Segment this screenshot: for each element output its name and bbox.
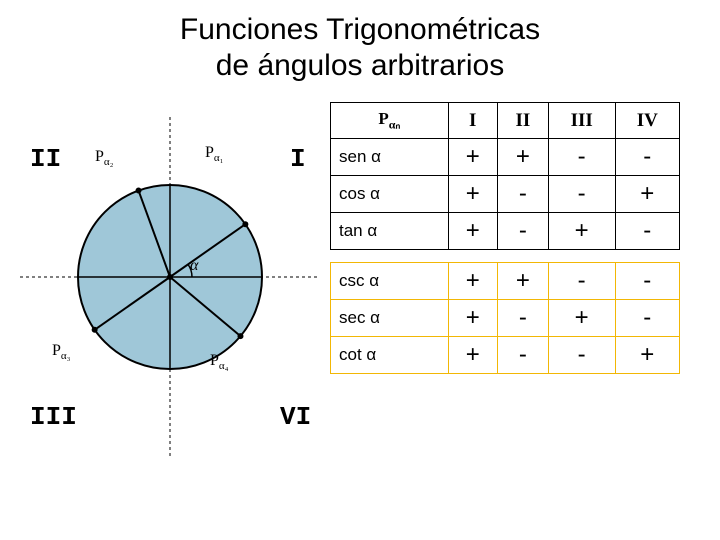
sign-cell: - xyxy=(615,213,679,250)
table-header-row: Pαₙ IIIIIIIV xyxy=(331,103,680,139)
p3-sub: α₃ xyxy=(61,350,71,362)
point-label-p2: Pα₂ xyxy=(95,148,114,168)
sign-cell: - xyxy=(497,176,548,213)
sign-cell: + xyxy=(615,176,679,213)
col-header: III xyxy=(548,103,615,139)
sign-cell: + xyxy=(497,139,548,176)
p2-sub: α₂ xyxy=(104,156,114,168)
sign-cell: + xyxy=(548,213,615,250)
sign-cell: + xyxy=(497,263,548,300)
quadrant-label-iii: III xyxy=(30,402,77,432)
col-header: I xyxy=(448,103,497,139)
sign-cell: - xyxy=(548,176,615,213)
sign-cell: - xyxy=(548,337,615,374)
table-row: sen α++-- xyxy=(331,139,680,176)
point-label-p4: Pα₄ xyxy=(210,352,229,372)
sign-cell: + xyxy=(448,263,497,300)
sign-cell: - xyxy=(497,300,548,337)
table-row: cot α+--+ xyxy=(331,337,680,374)
point-label-p3: Pα₃ xyxy=(52,342,71,362)
sign-cell: - xyxy=(497,337,548,374)
row-label: tan α xyxy=(331,213,449,250)
row-label: sec α xyxy=(331,300,449,337)
sign-cell: + xyxy=(548,300,615,337)
table-row: tan α+-+- xyxy=(331,213,680,250)
sign-cell: + xyxy=(448,176,497,213)
point-label-p1: Pα₁ xyxy=(205,144,224,164)
p1-sub: α₁ xyxy=(214,152,224,164)
page-title: Funciones Trigonométricas de ángulos arb… xyxy=(0,0,720,84)
sign-cell: + xyxy=(448,300,497,337)
sign-table: Pαₙ IIIIIIIV sen α++--cos α+--+tan α+-+-… xyxy=(330,102,680,374)
p4-main: P xyxy=(210,352,219,369)
col-header: IV xyxy=(615,103,679,139)
p4-sub: α₄ xyxy=(219,360,229,372)
sign-cell: + xyxy=(615,337,679,374)
sign-cell: - xyxy=(548,139,615,176)
sign-cell: - xyxy=(615,300,679,337)
alpha-label: α xyxy=(190,257,198,275)
sign-cell: - xyxy=(615,139,679,176)
sign-cell: + xyxy=(448,213,497,250)
corner-main: P xyxy=(378,109,388,128)
table-panel: Pαₙ IIIIIIIV sen α++--cos α+--+tan α+-+-… xyxy=(330,102,690,462)
sign-cell: - xyxy=(615,263,679,300)
row-label: cot α xyxy=(331,337,449,374)
content-row: II I III VI Pα₁ Pα₂ Pα₃ Pα₄ α Pαₙ IIIIII… xyxy=(0,102,720,462)
corner-sub: αₙ xyxy=(389,117,400,131)
table-row: cos α+--+ xyxy=(331,176,680,213)
title-line-1: Funciones Trigonométricas xyxy=(180,13,540,46)
quadrant-label-ii: II xyxy=(30,144,61,174)
row-label: cos α xyxy=(331,176,449,213)
row-label: csc α xyxy=(331,263,449,300)
quadrant-label-iv: VI xyxy=(280,402,311,432)
row-label: sen α xyxy=(331,139,449,176)
sign-cell: + xyxy=(448,139,497,176)
p3-main: P xyxy=(52,342,61,359)
sign-cell: + xyxy=(448,337,497,374)
title-line-2: de ángulos arbitrarios xyxy=(216,49,505,82)
table-row: csc α++-- xyxy=(331,263,680,300)
table-row: sec α+-+- xyxy=(331,300,680,337)
col-header: II xyxy=(497,103,548,139)
sign-cell: - xyxy=(497,213,548,250)
table-corner-cell: Pαₙ xyxy=(331,103,449,139)
p1-main: P xyxy=(205,144,214,161)
diagram-panel: II I III VI Pα₁ Pα₂ Pα₃ Pα₄ α xyxy=(0,102,330,462)
sign-cell: - xyxy=(548,263,615,300)
p2-main: P xyxy=(95,148,104,165)
quadrant-label-i: I xyxy=(290,144,306,174)
